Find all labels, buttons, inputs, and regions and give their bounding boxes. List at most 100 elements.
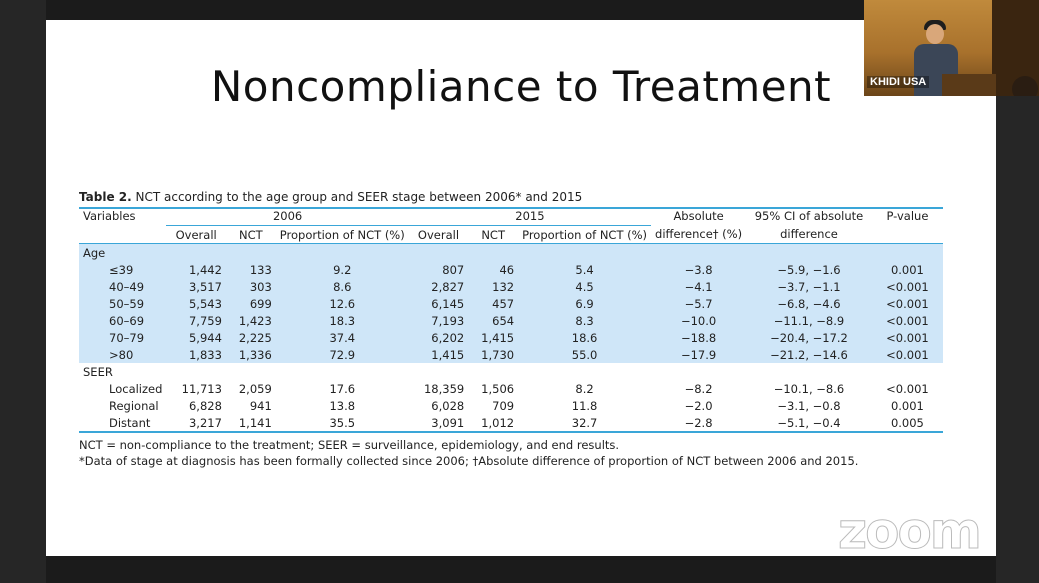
table-cell: 18.3 bbox=[275, 312, 409, 329]
table-row: 50–59 5,543 699 12.6 6,145 457 6.9 −5.7 −6.8, −4… bbox=[79, 295, 943, 312]
group-header-row: SEER bbox=[79, 363, 943, 380]
row-label: Localized bbox=[109, 381, 163, 396]
table-cell: 37.4 bbox=[275, 329, 409, 346]
table-row: 40–49 3,517 303 8.6 2,827 132 4.5 −4.1 −3.7, −1.… bbox=[79, 278, 943, 295]
table-cell: 807 bbox=[408, 261, 469, 278]
table-cell: 132 bbox=[468, 278, 519, 295]
col-ci: 95% CI of absolute bbox=[746, 207, 872, 226]
row-label: 60–69 bbox=[79, 312, 167, 329]
col-prop-2006: Proportion of NCT (%) bbox=[275, 225, 409, 244]
table-row: ≤39 1,442 133 9.2 807 46 5.4 −3.8 −5.9, −1.6 0.00… bbox=[79, 261, 943, 278]
col-abs-diff: Absolute bbox=[651, 207, 747, 226]
table-cell: 0.001 bbox=[890, 398, 924, 413]
table-cell: 7,193 bbox=[408, 312, 469, 329]
col-ci-2: difference bbox=[746, 225, 872, 244]
table-cell: 1,506 bbox=[481, 381, 515, 396]
table-cell: 941 bbox=[249, 398, 272, 413]
table-cell: 1,336 bbox=[225, 346, 276, 363]
participant-name-label: KHIDI USA bbox=[867, 76, 930, 88]
seer-group-body: SEER Localized 11,713 2,059 17.6 18,359 1,506 8… bbox=[79, 363, 943, 433]
row-label: 70–79 bbox=[79, 329, 167, 346]
row-label: Regional bbox=[109, 398, 159, 413]
col-pvalue: P-value bbox=[871, 207, 943, 226]
table-cell: 0.005 bbox=[871, 414, 943, 433]
podium bbox=[942, 74, 996, 96]
table-cell: −3.1, −0.8 bbox=[777, 398, 841, 413]
table-cell: 8.3 bbox=[518, 312, 652, 329]
group-label: SEER bbox=[83, 364, 113, 379]
row-label: >80 bbox=[79, 346, 167, 363]
table-cell: 133 bbox=[225, 261, 276, 278]
col-prop-2015: Proportion of NCT (%) bbox=[518, 225, 652, 244]
table-cell: 13.8 bbox=[329, 398, 356, 413]
table-cell: −2.0 bbox=[684, 398, 713, 413]
table-cell: 8.2 bbox=[575, 381, 594, 396]
row-label: Distant bbox=[79, 414, 167, 433]
table-cell: 17.6 bbox=[329, 381, 356, 396]
table-cell: 2,059 bbox=[238, 381, 272, 396]
table-cell: −18.8 bbox=[651, 329, 747, 346]
table-cell: 72.9 bbox=[275, 346, 409, 363]
table-cell: 35.5 bbox=[275, 414, 409, 433]
header-row-sub: Overall NCT Proportion of NCT (%) Overal… bbox=[79, 225, 943, 244]
table-cell: −11.1, −8.9 bbox=[746, 312, 872, 329]
table-cell: 457 bbox=[468, 295, 519, 312]
table-container: Variables 2006 2015 Absolute 95% CI of a… bbox=[79, 207, 943, 433]
table-row: >80 1,833 1,336 72.9 1,415 1,730 55.0 −17.9 −21.… bbox=[79, 346, 943, 363]
table-cell: 709 bbox=[492, 398, 515, 413]
table-cell: 5,944 bbox=[166, 329, 226, 346]
col-variables-blank bbox=[79, 225, 167, 244]
group-label: Age bbox=[79, 243, 943, 261]
footnote-abbreviations: NCT = non-compliance to the treatment; S… bbox=[79, 438, 620, 452]
row-label: 50–59 bbox=[79, 295, 167, 312]
table-cell: 18.6 bbox=[518, 329, 652, 346]
right-letterbox bbox=[996, 0, 1039, 583]
slide-title: Noncompliance to Treatment bbox=[210, 62, 832, 111]
table-cell: 7,759 bbox=[166, 312, 226, 329]
table-cell: 6,202 bbox=[408, 329, 469, 346]
participant-video-tile[interactable]: KHIDI USA bbox=[864, 0, 1039, 96]
col-overall-2015: Overall bbox=[408, 225, 469, 244]
table-cell: 1,423 bbox=[225, 312, 276, 329]
table-cell: 1,442 bbox=[166, 261, 226, 278]
table-cell: <0.001 bbox=[871, 278, 943, 295]
table-cell: 5,543 bbox=[166, 295, 226, 312]
table-cell: 1,012 bbox=[468, 414, 519, 433]
table-cell: 32.7 bbox=[518, 414, 652, 433]
table-cell: 5.4 bbox=[518, 261, 652, 278]
col-nct-2006: NCT bbox=[225, 225, 276, 244]
footnote-notes: *Data of stage at diagnosis has been for… bbox=[79, 454, 859, 468]
col-pvalue-blank bbox=[871, 225, 943, 244]
table-cell: <0.001 bbox=[871, 329, 943, 346]
table-cell: −5.7 bbox=[651, 295, 747, 312]
table-cell: 2,827 bbox=[408, 278, 469, 295]
table-cell: 6.9 bbox=[518, 295, 652, 312]
nct-table: Variables 2006 2015 Absolute 95% CI of a… bbox=[79, 207, 943, 433]
table-caption: Table 2. NCT according to the age group … bbox=[79, 190, 582, 204]
table-cell: 3,517 bbox=[166, 278, 226, 295]
table-row: Regional 6,828 941 13.8 6,028 709 11.8 −2.0 −3.1… bbox=[79, 397, 943, 414]
col-year-2015: 2015 bbox=[408, 207, 652, 226]
table-cell: −6.8, −4.6 bbox=[746, 295, 872, 312]
col-abs-diff-2: difference† (%) bbox=[651, 225, 747, 244]
table-cell: 699 bbox=[225, 295, 276, 312]
table-cell: 11,713 bbox=[181, 381, 222, 396]
table-row: 70–79 5,944 2,225 37.4 6,202 1,415 18.6 −18.8 −2… bbox=[79, 329, 943, 346]
col-overall-2006: Overall bbox=[166, 225, 226, 244]
table-cell: <0.001 bbox=[871, 346, 943, 363]
table-cell: 6,028 bbox=[431, 398, 465, 413]
row-label: ≤39 bbox=[79, 261, 167, 278]
table-cell: −3.8 bbox=[651, 261, 747, 278]
table-cell: 303 bbox=[225, 278, 276, 295]
table-cell: 6,828 bbox=[188, 398, 222, 413]
age-group-body: Age ≤39 1,442 133 9.2 807 46 5.4 −3.8 −5.9, −1.6 0… bbox=[79, 243, 943, 363]
header-row-top: Variables 2006 2015 Absolute 95% CI of a… bbox=[79, 207, 943, 226]
col-nct-2015: NCT bbox=[468, 225, 519, 244]
table-row: Localized 11,713 2,059 17.6 18,359 1,506 8.2 −8… bbox=[79, 380, 943, 397]
table-caption-text: NCT according to the age group and SEER … bbox=[135, 190, 583, 204]
table-cell: 55.0 bbox=[518, 346, 652, 363]
table-cell: −5.9, −1.6 bbox=[746, 261, 872, 278]
table-cell: <0.001 bbox=[886, 381, 929, 396]
table-cell: −3.7, −1.1 bbox=[746, 278, 872, 295]
row-label: 40–49 bbox=[79, 278, 167, 295]
